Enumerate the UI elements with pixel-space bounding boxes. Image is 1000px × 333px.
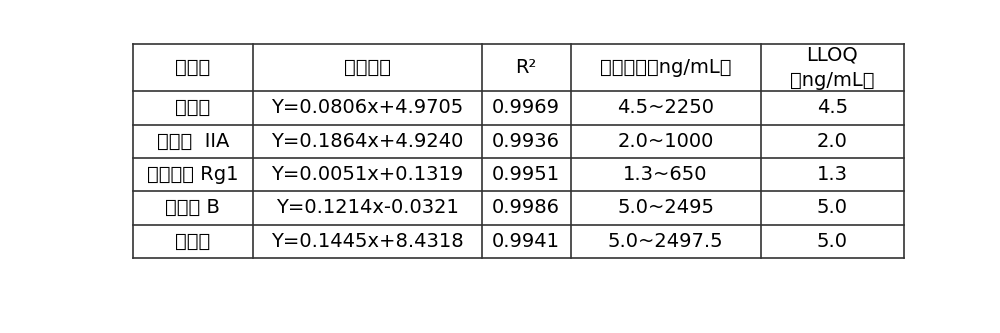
- Text: 0.9969: 0.9969: [492, 99, 560, 118]
- Text: 丹参酮  IIA: 丹参酮 IIA: [157, 132, 229, 151]
- Text: Y=0.1214x-0.0321: Y=0.1214x-0.0321: [276, 198, 459, 217]
- Text: Y=0.0051x+0.1319: Y=0.0051x+0.1319: [271, 165, 463, 184]
- Text: 5.0: 5.0: [817, 232, 848, 251]
- Text: 回归方程: 回归方程: [344, 58, 391, 77]
- Text: 0.9986: 0.9986: [492, 198, 560, 217]
- Text: 2.0: 2.0: [817, 132, 848, 151]
- Text: 4.5: 4.5: [817, 99, 848, 118]
- Text: 丹酚酸 B: 丹酚酸 B: [165, 198, 220, 217]
- Text: Y=0.1864x+4.9240: Y=0.1864x+4.9240: [271, 132, 463, 151]
- Text: LLOQ
（ng/mL）: LLOQ （ng/mL）: [790, 46, 874, 90]
- Text: 5.0: 5.0: [817, 198, 848, 217]
- Text: 化合物: 化合物: [175, 58, 210, 77]
- Text: 5.0~2495: 5.0~2495: [617, 198, 714, 217]
- Text: 1.3: 1.3: [817, 165, 848, 184]
- Text: 人参皂苷 Rg1: 人参皂苷 Rg1: [147, 165, 239, 184]
- Text: 4.5~2250: 4.5~2250: [617, 99, 714, 118]
- Text: 5.0~2497.5: 5.0~2497.5: [608, 232, 723, 251]
- Text: 柚皮苷: 柚皮苷: [175, 232, 210, 251]
- Text: R²: R²: [515, 58, 537, 77]
- Text: 1.3~650: 1.3~650: [623, 165, 708, 184]
- Text: Y=0.0806x+4.9705: Y=0.0806x+4.9705: [271, 99, 463, 118]
- Text: Y=0.1445x+8.4318: Y=0.1445x+8.4318: [271, 232, 464, 251]
- Text: 2.0~1000: 2.0~1000: [617, 132, 714, 151]
- Text: 0.9941: 0.9941: [492, 232, 560, 251]
- Text: 0.9936: 0.9936: [492, 132, 560, 151]
- Text: 芒果苷: 芒果苷: [175, 99, 210, 118]
- Text: 线性范围（ng/mL）: 线性范围（ng/mL）: [600, 58, 731, 77]
- Text: 0.9951: 0.9951: [492, 165, 560, 184]
